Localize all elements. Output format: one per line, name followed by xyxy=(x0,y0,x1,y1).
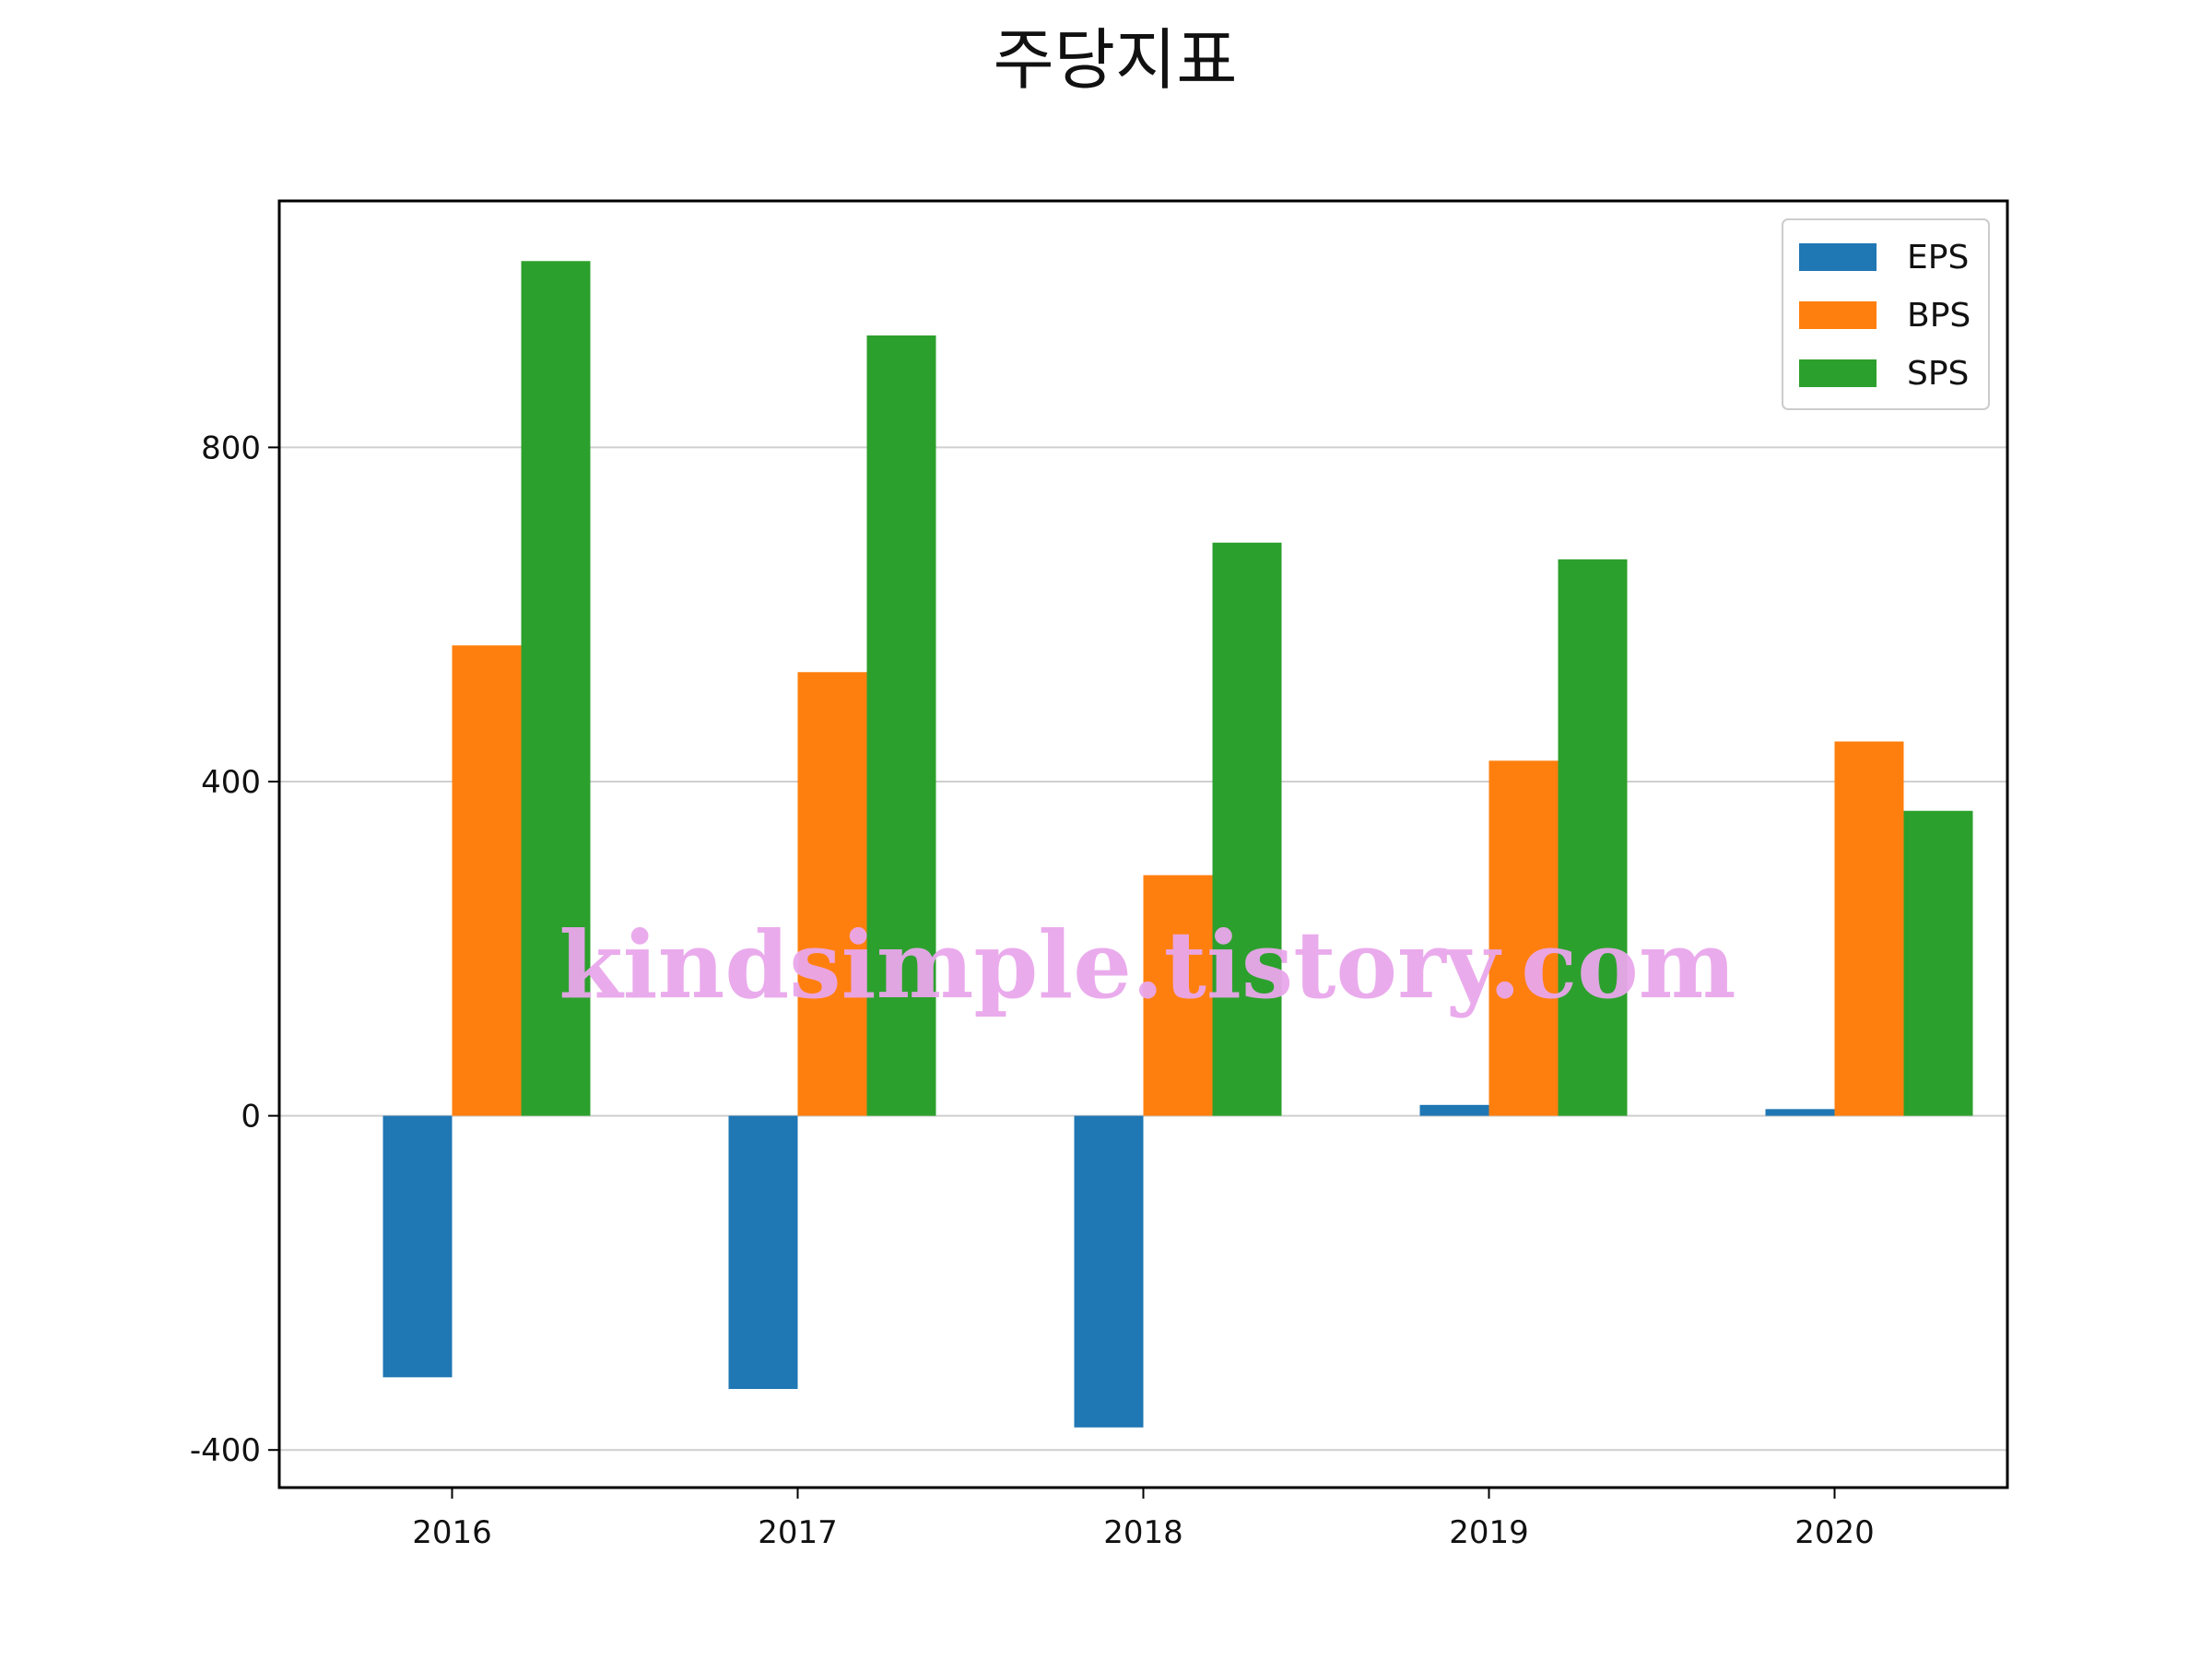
y-tick-label: 800 xyxy=(201,429,261,466)
legend-swatch-sps xyxy=(1799,359,1877,387)
x-tick-label: 2017 xyxy=(758,1514,838,1551)
legend-label-sps: SPS xyxy=(1907,355,1969,393)
bar-bps-2016 xyxy=(452,645,522,1116)
x-tick-label: 2019 xyxy=(1449,1514,1529,1551)
bar-bps-2018 xyxy=(1143,875,1213,1116)
bar-bps-2020 xyxy=(1834,741,1904,1116)
legend-swatch-bps xyxy=(1799,301,1877,329)
bar-eps-2017 xyxy=(728,1115,798,1390)
legend-swatch-eps xyxy=(1799,243,1877,271)
y-tick-label: 400 xyxy=(201,764,261,801)
bar-eps-2020 xyxy=(1765,1109,1835,1116)
x-tick-label: 2016 xyxy=(412,1514,492,1551)
y-tick-label: -400 xyxy=(190,1432,261,1469)
plot-frame xyxy=(277,199,2009,1489)
bar-bps-2017 xyxy=(797,672,867,1116)
watermark: kindsimple.tistory.com xyxy=(559,911,1735,1019)
bar-sps-2018 xyxy=(1212,542,1282,1116)
x-tick-label: 2018 xyxy=(1103,1514,1183,1551)
bar-sps-2016 xyxy=(521,261,591,1116)
legend-label-eps: EPS xyxy=(1907,239,1969,276)
bar-eps-2018 xyxy=(1074,1115,1144,1428)
bar-bps-2019 xyxy=(1488,760,1559,1116)
axes: -400 0 400 800 2016 2017 2018 2019 2020 xyxy=(190,199,2009,1551)
y-tick-label: 0 xyxy=(241,1099,261,1135)
bar-sps-2017 xyxy=(866,335,936,1116)
bar-eps-2019 xyxy=(1419,1104,1489,1116)
legend: EPS BPS SPS xyxy=(1782,218,1990,410)
x-tick-label: 2020 xyxy=(1794,1514,1875,1551)
bar-sps-2020 xyxy=(1903,810,1973,1116)
chart-title: 주당지표 xyxy=(994,21,1238,99)
bar-sps-2019 xyxy=(1558,559,1628,1116)
bars xyxy=(382,261,1973,1428)
bar-eps-2016 xyxy=(382,1115,453,1378)
legend-label-bps: BPS xyxy=(1907,297,1971,335)
